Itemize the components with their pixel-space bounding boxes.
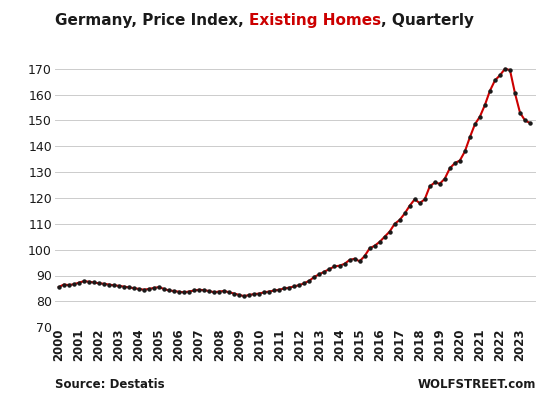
Text: WOLFSTREET.com: WOLFSTREET.com: [418, 378, 536, 391]
Text: Existing Homes: Existing Homes: [249, 13, 381, 28]
Text: Germany, Price Index,: Germany, Price Index,: [55, 13, 249, 28]
Text: Source: Destatis: Source: Destatis: [55, 378, 164, 391]
Text: , Quarterly: , Quarterly: [381, 13, 474, 28]
